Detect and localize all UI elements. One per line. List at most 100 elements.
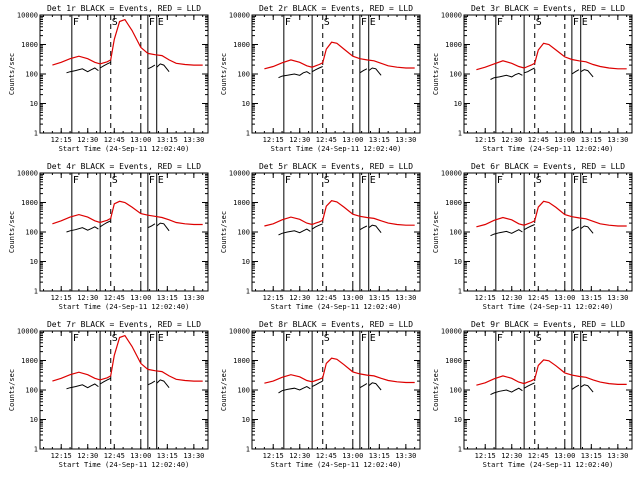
x-tick-label: 13:30 [395, 136, 416, 144]
flag-f: F [73, 333, 79, 344]
y-tick-label: 1 [34, 130, 38, 138]
panel-title: Det 2r BLACK = Events, RED = LLD [259, 4, 413, 13]
x-tick-label: 12:15 [475, 452, 496, 460]
events-series-segment [571, 226, 580, 232]
x-tick-label: 13:30 [395, 294, 416, 302]
x-axis-label: Start Time (24-Sep-11 12:02:40) [59, 303, 190, 311]
x-tick-label: 13:15 [581, 452, 602, 460]
series-group [264, 200, 415, 236]
events-series-segment [66, 67, 99, 74]
series-group [264, 41, 415, 79]
x-tick-label: 13:00 [130, 452, 151, 460]
y-tick-label: 10000 [17, 328, 38, 336]
y-tick-label: 1000 [21, 357, 38, 365]
x-tick-label: 12:15 [51, 452, 72, 460]
x-tick-label: 12:15 [263, 452, 284, 460]
series-group [476, 200, 627, 237]
events-series-segment [278, 71, 311, 79]
panel-title: Det 1r BLACK = Events, RED = LLD [47, 4, 201, 13]
y-tick-label: 1000 [445, 41, 462, 49]
events-series-segment [99, 220, 111, 228]
y-tick-label: 1 [34, 446, 38, 454]
flag-f: F [361, 333, 367, 344]
lld-series-line [52, 334, 203, 382]
flag-f: F [497, 333, 503, 344]
series-group [264, 357, 415, 394]
x-tick-label: 13:00 [342, 452, 363, 460]
y-tick-label: 1000 [233, 199, 250, 207]
x-axis-label: Start Time (24-Sep-11 12:02:40) [59, 461, 190, 469]
x-tick-label: 12:30 [501, 452, 522, 460]
flag-s: S [112, 17, 118, 28]
y-tick-label: 10 [454, 100, 462, 108]
flag-e: E [158, 333, 164, 344]
x-axis-label: Start Time (24-Sep-11 12:02:40) [59, 145, 190, 153]
x-tick-label: 12:45 [528, 136, 549, 144]
flag-f: F [361, 175, 367, 186]
plot-frame [251, 330, 421, 450]
y-axis-label: Counts/sec [432, 53, 440, 95]
y-tick-label: 10 [242, 258, 250, 266]
events-series-segment [580, 384, 594, 393]
x-tick-label: 12:30 [77, 136, 98, 144]
flag-f: F [497, 17, 503, 28]
y-tick-label: 1000 [21, 41, 38, 49]
flag-s: S [324, 175, 330, 186]
panel-det-6: Det 6r BLACK = Events, RED = LLD 1 10 100 10… [432, 162, 633, 311]
x-tick-label: 13:15 [581, 294, 602, 302]
flag-s: S [324, 333, 330, 344]
lld-series-line [264, 357, 415, 384]
x-tick-label: 13:15 [157, 452, 178, 460]
x-tick-label: 13:30 [183, 452, 204, 460]
events-series-segment [311, 66, 323, 73]
events-series-segment [359, 68, 368, 74]
y-tick-label: 1 [246, 130, 250, 138]
series-group [52, 18, 203, 74]
x-tick-label: 12:15 [475, 136, 496, 144]
x-axis-label: Start Time (24-Sep-11 12:02:40) [483, 303, 614, 311]
flag-f: F [285, 175, 291, 186]
y-tick-label: 100 [237, 387, 250, 395]
y-tick-label: 100 [237, 229, 250, 237]
y-tick-label: 10000 [229, 12, 250, 20]
x-tick-label: 13:30 [607, 294, 628, 302]
y-tick-label: 100 [25, 71, 38, 79]
flag-e: E [582, 17, 588, 28]
x-axis-label: Start Time (24-Sep-11 12:02:40) [271, 145, 402, 153]
flag-f: F [285, 333, 291, 344]
flag-e: E [370, 333, 376, 344]
y-tick-label: 1000 [445, 199, 462, 207]
y-tick-label: 100 [237, 71, 250, 79]
x-tick-label: 12:45 [104, 452, 125, 460]
lld-series-line [264, 41, 415, 70]
flag-f: F [573, 17, 579, 28]
x-tick-label: 12:30 [501, 136, 522, 144]
x-tick-label: 12:45 [316, 294, 337, 302]
x-tick-label: 13:15 [157, 294, 178, 302]
y-tick-label: 100 [25, 387, 38, 395]
y-tick-label: 10 [242, 100, 250, 108]
events-series-segment [580, 69, 594, 78]
x-tick-label: 12:30 [289, 136, 310, 144]
plot-frame [463, 172, 633, 292]
x-tick-label: 12:45 [528, 452, 549, 460]
y-axis-label: Counts/sec [432, 369, 440, 411]
y-axis-label: Counts/sec [220, 53, 228, 95]
lld-series-line [52, 18, 203, 66]
x-tick-label: 13:00 [554, 294, 575, 302]
x-tick-label: 13:00 [130, 294, 151, 302]
x-tick-label: 13:00 [554, 452, 575, 460]
events-series-segment [311, 223, 323, 230]
events-series-segment [156, 63, 170, 73]
events-series-segment [278, 386, 311, 394]
y-tick-label: 10 [242, 416, 250, 424]
y-axis-label: Counts/sec [8, 211, 16, 253]
events-series-segment [523, 67, 535, 74]
flag-f: F [149, 333, 155, 344]
events-series-segment [156, 222, 170, 232]
flag-e: E [582, 333, 588, 344]
lld-series-line [476, 200, 627, 228]
y-tick-label: 10000 [441, 12, 462, 20]
x-axis-label: Start Time (24-Sep-11 12:02:40) [271, 461, 402, 469]
events-series-segment [490, 229, 523, 237]
